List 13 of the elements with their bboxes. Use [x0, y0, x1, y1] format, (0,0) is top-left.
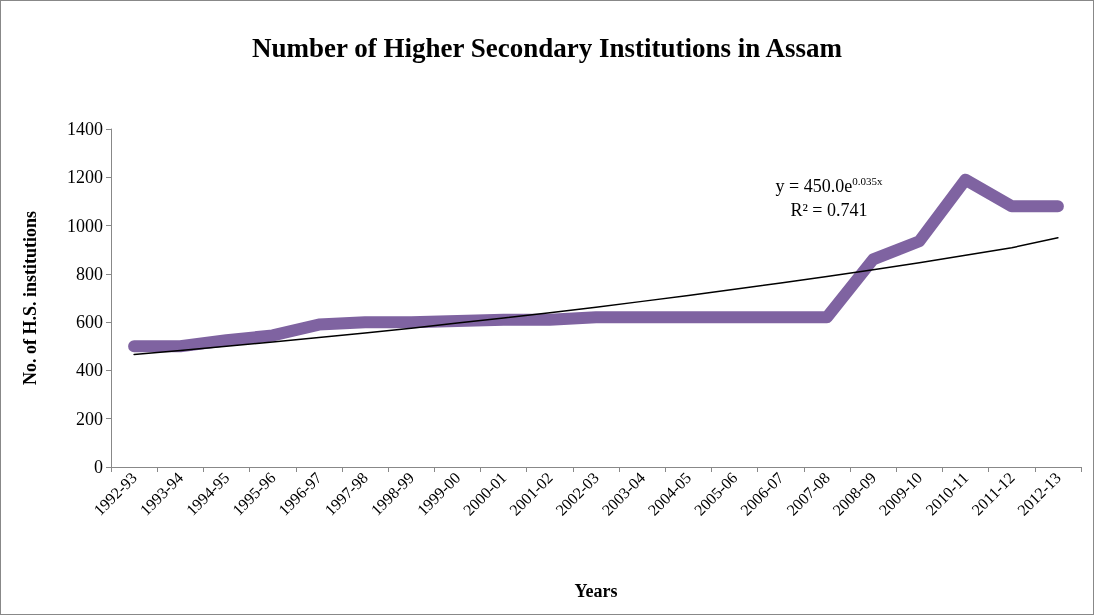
y-tick-label: 600 [76, 312, 103, 333]
y-tick-label: 1000 [67, 215, 103, 236]
chart-title: Number of Higher Secondary Institutions in Assam [251, 32, 843, 63]
x-axis-title: Years [574, 581, 618, 601]
annotation: R² = 0.741 [790, 200, 868, 220]
y-tick-label: 1400 [67, 119, 103, 139]
y-tick-label: 1200 [67, 167, 103, 188]
y-tick-label: 0 [94, 457, 103, 477]
line-series [133, 236, 1059, 356]
y-axis-title: No. of H.S. institutions [20, 210, 40, 386]
y-tick-label: 800 [76, 263, 103, 284]
y-tick-label: 200 [76, 408, 103, 429]
y-tick-label: 400 [76, 360, 103, 381]
